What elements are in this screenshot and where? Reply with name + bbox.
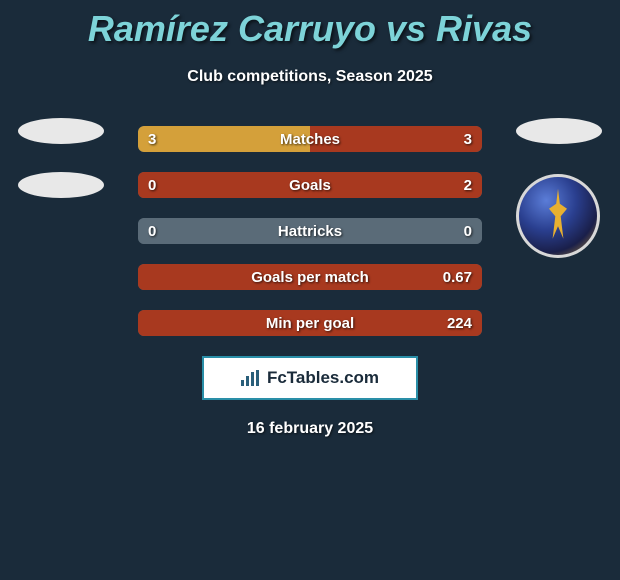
stat-bars: 3 3 Matches 0 2 Goals 0 0 Hattricks 0.67 Goals per… — [138, 126, 482, 336]
stat-label: Goals — [289, 177, 331, 194]
comparison-main: 3 3 Matches 0 2 Goals 0 0 Hattricks 0.67 Goals per… — [0, 126, 620, 438]
stat-label: Hattricks — [278, 223, 342, 240]
team-badge-placeholder — [516, 118, 602, 144]
brand-text: FcTables.com — [267, 368, 379, 388]
stat-right-value: 0 — [464, 223, 472, 240]
stat-label: Matches — [280, 131, 340, 148]
stat-row: 0 0 Hattricks — [138, 218, 482, 244]
stat-left-value: 0 — [148, 177, 156, 194]
stat-row: 0.67 Goals per match — [138, 264, 482, 290]
stat-left-value: 3 — [148, 131, 156, 148]
stat-row: 224 Min per goal — [138, 310, 482, 336]
stat-right-value: 3 — [464, 131, 472, 148]
club-badge-icon — [516, 174, 600, 258]
stat-right-value: 2 — [464, 177, 472, 194]
brand-box[interactable]: FcTables.com — [202, 356, 418, 400]
stat-row: 3 3 Matches — [138, 126, 482, 152]
stat-right-value: 224 — [447, 315, 472, 332]
comparison-title: Ramírez Carruyo vs Rivas — [0, 0, 620, 50]
stat-right-value: 0.67 — [443, 269, 472, 286]
right-player-badges — [516, 118, 602, 258]
left-player-badges — [18, 118, 104, 226]
snapshot-date: 16 february 2025 — [0, 420, 620, 438]
stat-label: Min per goal — [266, 315, 354, 332]
team-badge-placeholder — [18, 172, 104, 198]
team-badge-placeholder — [18, 118, 104, 144]
stat-left-value: 0 — [148, 223, 156, 240]
stat-label: Goals per match — [251, 269, 369, 286]
comparison-subtitle: Club competitions, Season 2025 — [0, 68, 620, 86]
stat-row: 0 2 Goals — [138, 172, 482, 198]
bar-chart-icon — [241, 370, 261, 386]
